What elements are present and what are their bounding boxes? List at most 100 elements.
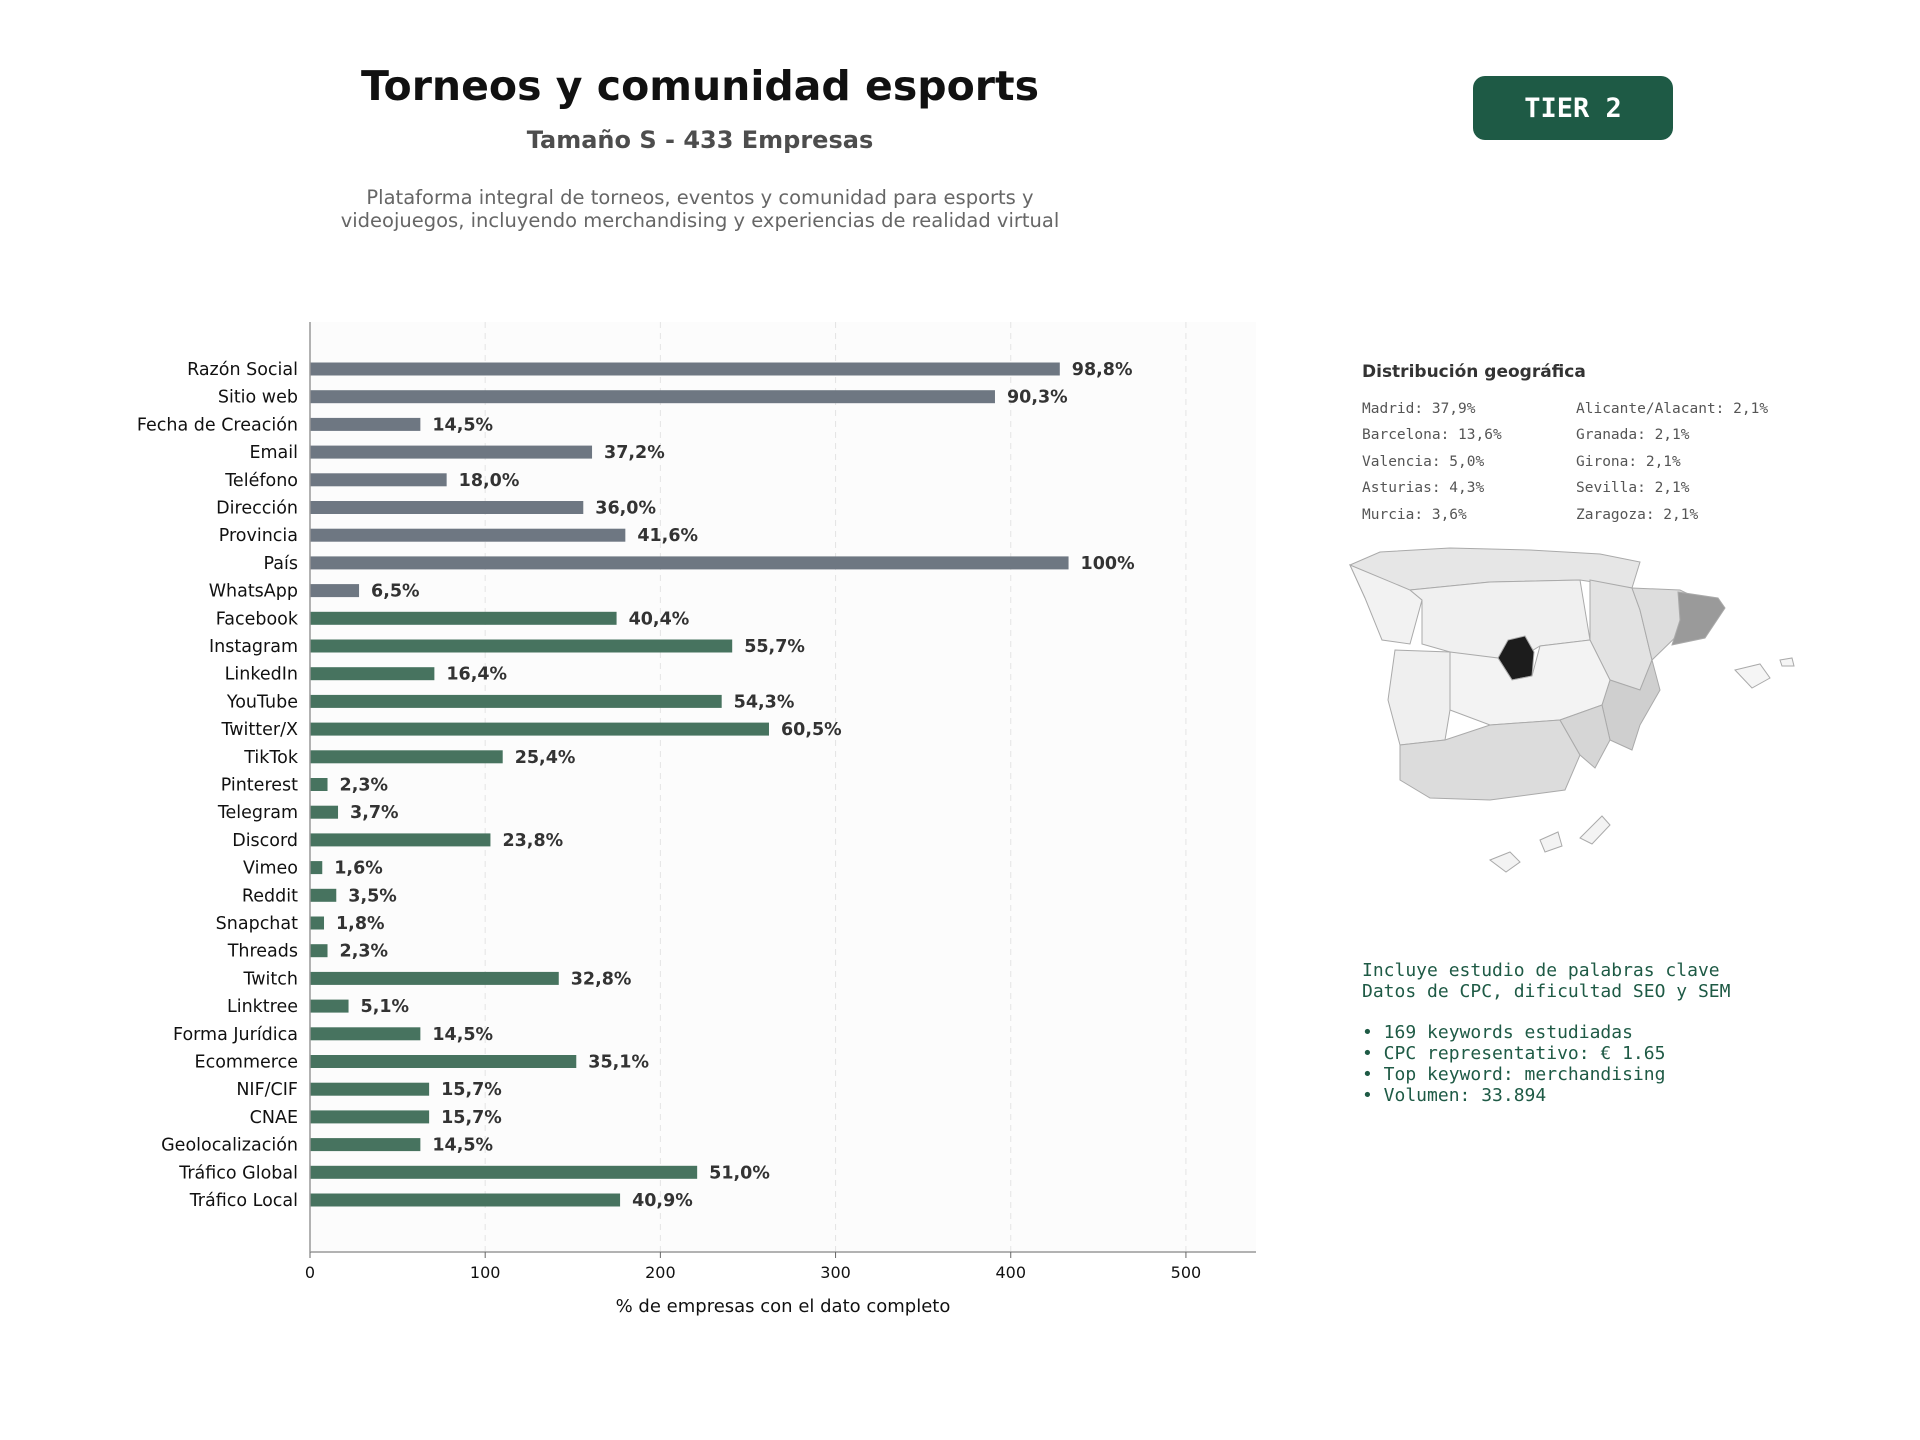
- bar: [310, 1055, 577, 1068]
- category-label: CNAE: [250, 1108, 298, 1128]
- value-label: 32,8%: [571, 969, 632, 989]
- value-label: 25,4%: [515, 748, 576, 768]
- map-region-canarias-2: [1539, 831, 1563, 853]
- bars: [310, 362, 1069, 1207]
- map-region-canarias-1: [1488, 851, 1521, 873]
- category-label: Geolocalización: [161, 1136, 298, 1156]
- category-label: Razón Social: [187, 360, 298, 380]
- map-region-canarias-3: [1579, 815, 1611, 845]
- keyword-bullet: • Volumen: 33.894: [1362, 1085, 1547, 1106]
- geo-item: Sevilla: 2,1%: [1576, 480, 1690, 497]
- category-label: Teléfono: [224, 471, 298, 491]
- category-label: Email: [249, 443, 298, 463]
- x-tick-label: 400: [995, 1263, 1026, 1282]
- bar: [310, 556, 1069, 570]
- map-region-extremadura: [1387, 649, 1451, 746]
- keywords-detail: Datos de CPC, dificultad SEO y SEM: [1362, 981, 1731, 1002]
- category-label: Fecha de Creación: [137, 415, 298, 435]
- bar: [310, 501, 584, 514]
- bar: [310, 584, 360, 598]
- map-region-girona-barcelona: [1671, 591, 1726, 646]
- x-axis-label: % de empresas con el dato completo: [616, 1296, 951, 1317]
- bar: [310, 778, 328, 791]
- value-label: 3,5%: [348, 886, 397, 906]
- value-label: 90,3%: [1007, 388, 1068, 408]
- category-label: Tráfico Local: [189, 1191, 298, 1211]
- category-label: Vimeo: [243, 859, 298, 879]
- value-label: 15,7%: [441, 1108, 502, 1128]
- value-label: 60,5%: [781, 720, 842, 740]
- bar: [310, 888, 337, 902]
- keyword-bullet: • CPC representativo: € 1.65: [1362, 1043, 1666, 1064]
- plot-background: [310, 322, 1256, 1252]
- category-label: Instagram: [209, 637, 298, 657]
- value-label: 14,5%: [432, 415, 493, 435]
- keywords-panel: Incluye estudio de palabras clave Datos …: [1362, 960, 1730, 1106]
- bar: [310, 1138, 421, 1152]
- category-label: Twitch: [242, 969, 298, 989]
- value-label: 54,3%: [734, 692, 795, 712]
- geo-item: Madrid: 37,9%: [1362, 401, 1476, 417]
- map-region-baleares: [1734, 663, 1771, 689]
- category-label: País: [264, 554, 298, 574]
- value-label: 5,1%: [361, 997, 410, 1017]
- bar: [310, 362, 1060, 376]
- value-label: 15,7%: [441, 1080, 502, 1100]
- value-label: 36,0%: [595, 499, 656, 519]
- value-label: 16,4%: [446, 665, 507, 685]
- value-label: 23,8%: [502, 831, 563, 851]
- page-description: Plataforma integral de torneos, eventos …: [340, 186, 1060, 232]
- bar: [310, 390, 995, 404]
- category-label: Sitio web: [218, 388, 298, 408]
- geo-item: Zaragoza: 2,1%: [1576, 506, 1699, 523]
- category-label: Telegram: [217, 803, 298, 823]
- keyword-bullet: • 169 keywords estudiadas: [1362, 1022, 1633, 1043]
- category-label: Dirección: [216, 499, 298, 519]
- bar: [310, 1110, 430, 1124]
- value-label: 40,4%: [629, 609, 690, 629]
- value-label: 100%: [1081, 554, 1135, 574]
- bar: [310, 611, 617, 625]
- category-label: Ecommerce: [195, 1053, 298, 1073]
- bar-chart: Razón Social Sitio web Fecha de Creación Em…: [137, 322, 1256, 1317]
- geo-item: Murcia: 3,6%: [1362, 506, 1467, 523]
- keywords-intro: Incluye estudio de palabras clave: [1362, 960, 1720, 981]
- value-label: 6,5%: [371, 582, 420, 602]
- map-region-andalucia: [1399, 719, 1581, 801]
- value-label: 1,8%: [336, 914, 385, 934]
- value-label: 98,8%: [1072, 360, 1133, 380]
- category-label: NIF/CIF: [236, 1080, 298, 1100]
- bar: [310, 1027, 421, 1041]
- bar: [310, 944, 328, 958]
- bar: [310, 694, 722, 708]
- bar: [310, 445, 593, 459]
- category-label: Pinterest: [221, 776, 298, 796]
- category-label: Threads: [227, 942, 298, 962]
- value-label: 51,0%: [709, 1163, 770, 1183]
- value-label: 14,5%: [432, 1025, 493, 1045]
- category-labels: Razón Social Sitio web Fecha de Creación Em…: [137, 360, 299, 1211]
- bar: [310, 639, 733, 653]
- value-label: 3,7%: [350, 803, 399, 823]
- geo-item: Barcelona: 13,6%: [1362, 427, 1502, 444]
- bar: [310, 861, 323, 875]
- grid-lines: [484, 322, 1187, 1252]
- category-label: Discord: [232, 831, 298, 851]
- tier-badge: TIER 2: [1473, 76, 1673, 140]
- bar: [310, 528, 626, 542]
- page-subtitle: Tamaño S - 433 Empresas: [526, 126, 874, 154]
- value-label: 2,3%: [340, 942, 389, 962]
- category-label: Facebook: [216, 609, 299, 629]
- category-label: Reddit: [242, 886, 298, 906]
- map-region-menorca: [1779, 657, 1795, 667]
- value-label: 18,0%: [459, 471, 520, 491]
- value-label: 41,6%: [637, 526, 698, 546]
- bar: [310, 750, 503, 764]
- category-label: TikTok: [243, 748, 299, 768]
- geo-title: Distribución geográfica: [1362, 362, 1586, 382]
- geo-item: Asturias: 4,3%: [1362, 480, 1485, 497]
- x-tick-label: 0: [305, 1263, 315, 1282]
- geo-list-left: Madrid: 37,9% Barcelona: 13,6% Valencia:…: [1362, 400, 1502, 532]
- bar: [310, 805, 339, 819]
- value-label: 37,2%: [604, 443, 665, 463]
